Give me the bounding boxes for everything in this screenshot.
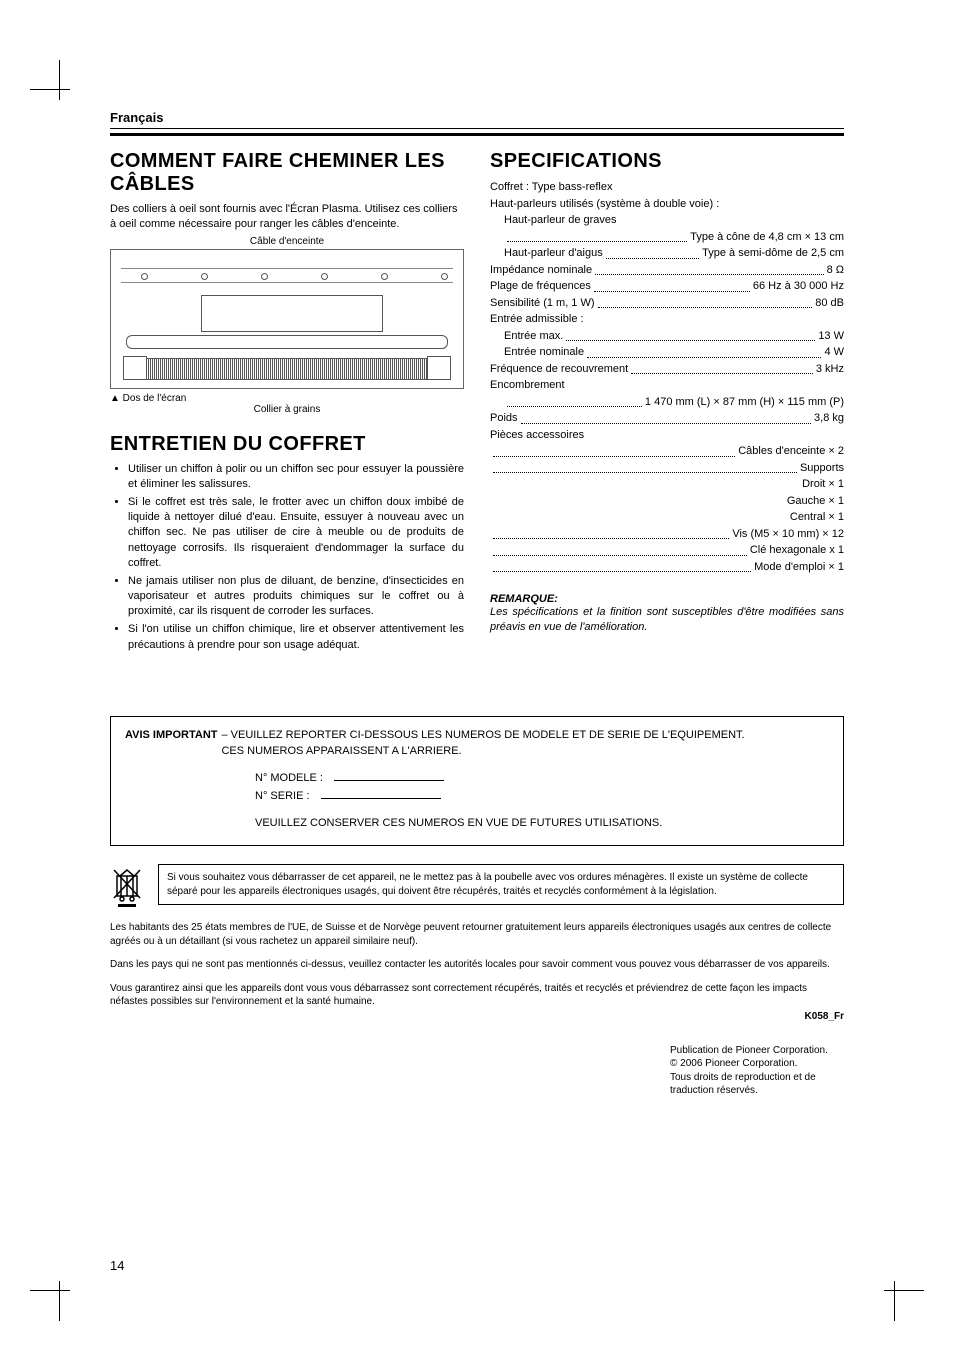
- spec-line: Encombrement: [490, 377, 844, 394]
- entretien-list: Utiliser un chiffon à polir ou un chiffo…: [110, 462, 464, 653]
- spec-line: Mode d'emploi × 1: [490, 559, 844, 576]
- spec-line: Entrée max.13 W: [490, 328, 844, 345]
- diagram-back-of-screen: [110, 249, 464, 389]
- spec-line: Pièces accessoires: [490, 427, 844, 444]
- publication-note: Publication de Pioneer Corporation.© 200…: [670, 1044, 844, 1098]
- spec-line: Central × 1: [490, 509, 844, 526]
- weee-text: Si vous souhaitez vous débarrasser de ce…: [158, 864, 844, 905]
- list-item: Si le coffret est très sale, le frotter …: [128, 495, 464, 571]
- spec-line: Poids3,8 kg: [490, 410, 844, 427]
- avis-line1: – VEUILLEZ REPORTER CI-DESSOUS LES NUMER…: [221, 729, 744, 741]
- remarque-body: Les spécifications et la finition sont s…: [490, 605, 844, 636]
- list-item: Utiliser un chiffon à polir ou un chiffo…: [128, 462, 464, 492]
- diagram-top-label: Câble d'enceinte: [110, 236, 464, 247]
- fine-print-2: Dans les pays qui ne sont pas mentionnés…: [110, 958, 844, 972]
- spec-line: Haut-parleur de graves: [490, 212, 844, 229]
- heading-cables: COMMENT FAIRE CHEMINER LES CÂBLES: [110, 150, 464, 196]
- diagram-clamp-label: Collier à grains: [110, 404, 464, 415]
- fine-print-1: Les habitants des 25 états membres de l'…: [110, 921, 844, 948]
- rule: [110, 133, 844, 136]
- spec-line: Haut-parleur d'aigusType à semi-dôme de …: [490, 245, 844, 262]
- remarque-head: REMARQUE:: [490, 593, 844, 605]
- fine-print-3: Vous garantirez ainsi que les appareils …: [110, 982, 844, 1009]
- spec-line: Câbles d'enceinte × 2: [490, 443, 844, 460]
- list-item: Ne jamais utiliser non plus de diluant, …: [128, 574, 464, 620]
- cables-intro: Des colliers à oeil sont fournis avec l'…: [110, 202, 464, 232]
- spec-line: Fréquence de recouvrement3 kHz: [490, 361, 844, 378]
- spec-line: Gauche × 1: [490, 493, 844, 510]
- language-header: Français: [110, 110, 844, 129]
- spec-line: Vis (M5 × 10 mm) × 12: [490, 526, 844, 543]
- spec-line: 1 470 mm (L) × 87 mm (H) × 115 mm (P): [490, 394, 844, 411]
- spec-line: Coffret : Type bass-reflex: [490, 179, 844, 196]
- heading-specs: SPECIFICATIONS: [490, 150, 844, 173]
- spec-line: Type à cône de 4,8 cm × 13 cm: [490, 229, 844, 246]
- avis-keep: VEUILLEZ CONSERVER CES NUMEROS EN VUE DE…: [125, 815, 829, 832]
- spec-line: Supports: [490, 460, 844, 477]
- doc-code: K058_Fr: [110, 1011, 844, 1022]
- avis-important-box: AVIS IMPORTANT – VEUILLEZ REPORTER CI-DE…: [110, 716, 844, 847]
- field-model-input[interactable]: [334, 780, 444, 781]
- spec-line: Plage de fréquences66 Hz à 30 000 Hz: [490, 278, 844, 295]
- spec-list: Coffret : Type bass-reflexHaut-parleurs …: [490, 179, 844, 575]
- avis-lead: AVIS IMPORTANT: [125, 727, 217, 760]
- list-item: Si l'on utilise un chiffon chimique, lir…: [128, 622, 464, 652]
- spec-line: Haut-parleurs utilisés (système à double…: [490, 196, 844, 213]
- field-model-label: N° MODELE :: [255, 772, 323, 784]
- field-serial-label: N° SERIE :: [255, 790, 310, 802]
- avis-line2: CES NUMEROS APPARAISSENT A L'ARRIERE.: [221, 745, 461, 757]
- field-serial-input[interactable]: [321, 798, 441, 799]
- spec-line: Clé hexagonale x 1: [490, 542, 844, 559]
- weee-icon: [110, 864, 144, 911]
- spec-line: Sensibilité (1 m, 1 W)80 dB: [490, 295, 844, 312]
- spec-line: Entrée admissible :: [490, 311, 844, 328]
- spec-line: Impédance nominale8 Ω: [490, 262, 844, 279]
- spec-line: Droit × 1: [490, 476, 844, 493]
- spec-line: Entrée nominale4 W: [490, 344, 844, 361]
- heading-entretien: ENTRETIEN DU COFFRET: [110, 433, 464, 456]
- page-number: 14: [110, 1258, 124, 1273]
- diagram-back-label: ▲ Dos de l'écran: [110, 393, 464, 404]
